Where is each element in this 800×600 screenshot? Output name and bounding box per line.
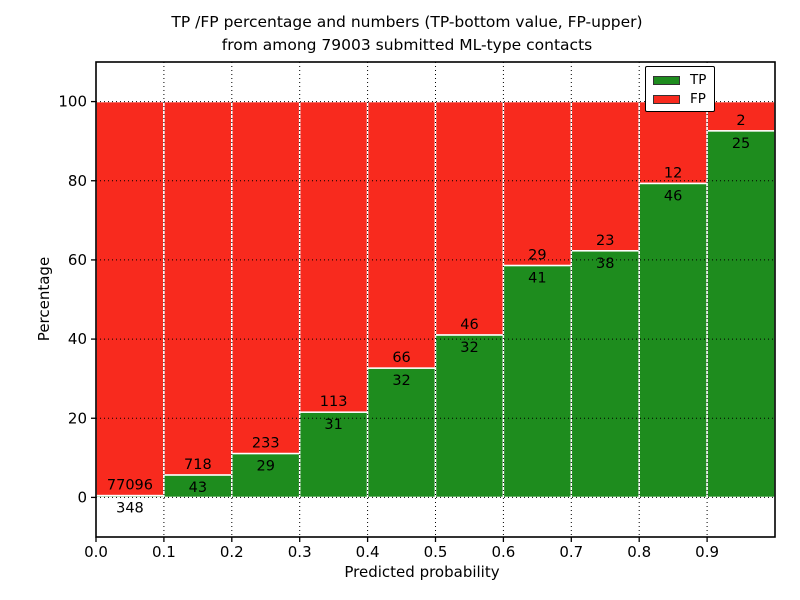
bar-value-labels-group: 77096 348 718 43 233 29 113 31 66 32 46 32 29 41 23 38 1… [107, 113, 750, 517]
legend: TP FP [645, 66, 715, 112]
bar-tp-8 [638, 182, 708, 499]
x-tick-label-6: 0.6 [491, 543, 515, 561]
bar-fp-0 [95, 100, 165, 497]
chart-title: TP /FP percentage and numbers (TP-bottom… [171, 11, 642, 57]
legend-item-tp: TP [653, 71, 714, 90]
bar-tp-4 [366, 367, 437, 499]
x-axis-label: Predicted probability [344, 563, 500, 581]
bar-fp-2 [231, 100, 301, 455]
y-axis-label: Percentage [35, 256, 53, 342]
bar-fp-7 [570, 100, 640, 252]
bar-tp-6 [502, 264, 573, 499]
x-tick-label-3: 0.3 [288, 543, 312, 561]
fp-count-label-9: 2 [736, 113, 745, 129]
y-tick-label-20: 20 [68, 409, 87, 427]
chart-title-line1: TP /FP percentage and numbers (TP-bottom… [171, 13, 643, 31]
y-tick-label-60: 60 [68, 251, 87, 269]
legend-item-fp: FP [653, 90, 714, 109]
legend-label-fp: FP [690, 91, 706, 107]
tp-count-label-1: 43 [189, 480, 207, 496]
bar-fp-5 [434, 100, 505, 336]
tp-count-label-5: 32 [460, 340, 478, 356]
tp-count-label-0: 348 [116, 501, 144, 517]
tp-count-label-4: 32 [392, 373, 410, 389]
fp-count-label-0: 77096 [107, 478, 153, 494]
fp-swatch-icon [653, 95, 680, 104]
fp-count-label-4: 66 [392, 350, 410, 366]
x-tick-label-9: 0.9 [695, 543, 719, 561]
tp-count-label-6: 41 [528, 271, 546, 287]
x-tick-label-4: 0.4 [356, 543, 380, 561]
tp-count-label-3: 31 [324, 417, 342, 433]
axes-group: 0.0 0.1 0.2 0.3 0.4 0.5 0.6 0.7 0.8 0.9 0 20 40 60 80 1… [58, 61, 776, 561]
fp-count-label-2: 233 [252, 436, 280, 452]
bar-tp-0 [95, 494, 165, 499]
x-tick-label-1: 0.1 [152, 543, 176, 561]
y-tick-label-100: 100 [58, 93, 87, 111]
tp-count-label-9: 25 [732, 136, 750, 152]
bar-fp-3 [298, 100, 369, 413]
y-tick-label-0: 0 [77, 488, 87, 506]
fp-count-label-3: 113 [320, 394, 348, 410]
x-tick-label-7: 0.7 [559, 543, 583, 561]
chart-title-line2: from among 79003 submitted ML-type conta… [221, 36, 593, 54]
tp-count-label-7: 38 [596, 256, 614, 272]
fp-count-label-6: 29 [528, 248, 546, 264]
x-tick-label-8: 0.8 [627, 543, 651, 561]
fp-count-label-7: 23 [596, 233, 614, 249]
bars-group [95, 100, 776, 499]
bar-fp-9 [706, 100, 776, 132]
x-tick-label-5: 0.5 [424, 543, 448, 561]
fp-count-label-1: 718 [184, 457, 212, 473]
bar-fp-4 [366, 100, 437, 369]
tp-swatch-icon [653, 76, 680, 85]
tp-count-label-8: 46 [664, 188, 682, 204]
bar-tp-7 [570, 250, 640, 499]
x-tick-label-2: 0.2 [220, 543, 244, 561]
fp-count-label-8: 12 [664, 165, 682, 181]
fp-count-label-5: 46 [460, 317, 478, 333]
y-tick-label-40: 40 [68, 330, 87, 348]
x-tick-label-0: 0.0 [84, 543, 108, 561]
tp-count-label-2: 29 [257, 459, 275, 475]
y-tick-label-80: 80 [68, 172, 87, 190]
bar-fp-6 [502, 100, 573, 267]
bar-tp-3 [298, 411, 369, 499]
bar-tp-5 [434, 334, 505, 499]
legend-label-tp: TP [690, 72, 707, 88]
bar-tp-9 [706, 130, 776, 499]
bar-fp-1 [163, 100, 233, 476]
